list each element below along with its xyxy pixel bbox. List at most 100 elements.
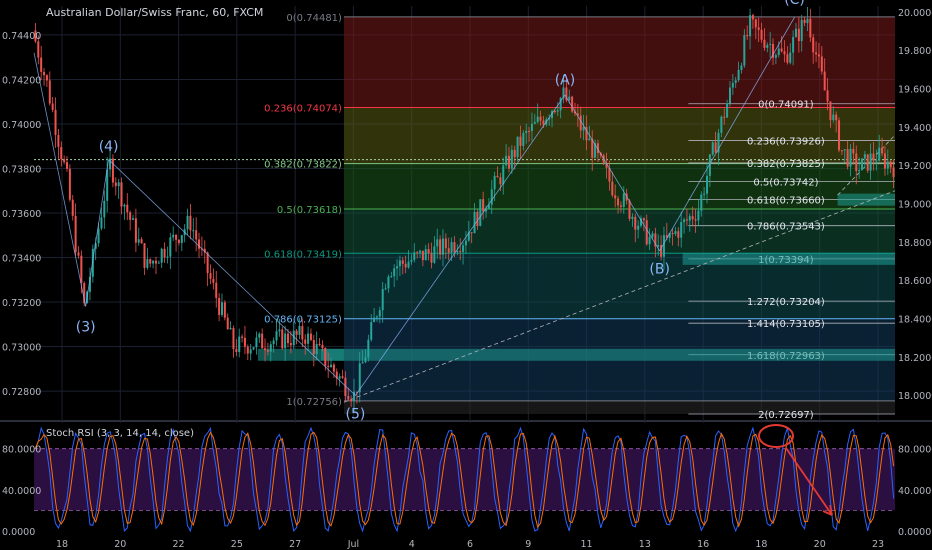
time-axis[interactable]: 18 20 22 25 27 Jul 4 6 9 11 13 16 18 20 23 [0,535,932,550]
candle-body [493,175,496,190]
price-pane[interactable]: 0(0.74481) 0.236(0.74074) 0.382(0.73822) 0.… [0,0,932,535]
candle-body [525,131,528,133]
candle-body [355,391,358,393]
candle-body [530,123,533,132]
candle-body [68,168,71,200]
candle-body [688,216,691,221]
candle-body [40,57,43,72]
candle-body [421,250,424,261]
candle-body [51,103,54,110]
candle-body [700,194,703,211]
fib-level-label: 0.236(0.74074) [264,103,342,114]
candle-body [235,349,238,353]
candle-body [634,216,637,230]
candle-body [441,238,444,255]
stoch-left-axis-label: 80.0000 [2,445,41,456]
candle-body [803,19,806,24]
candle-body [533,122,536,124]
candle-body [281,329,284,349]
candle-body [361,362,364,364]
candle-body [875,160,878,162]
time-axis-label: Jul [347,539,359,550]
candle-body [180,235,183,244]
candle-body [542,120,545,125]
candle-body [548,118,551,120]
highlight-zone [682,252,895,265]
candle-body [792,36,795,53]
candle-body [175,234,178,240]
candle-body [637,225,640,230]
candle-body [223,302,226,318]
fib-level-label: 0(0.74481) [286,13,342,24]
candle-body [872,153,875,161]
candle-body [218,297,221,315]
time-axis-label: 16 [697,539,709,550]
candle-body [846,149,849,167]
candle-body [344,377,347,397]
candle-body [66,162,69,169]
candle-body [292,330,295,346]
fib-zone [343,163,896,209]
candle-body [286,333,289,344]
candle-body [77,252,80,256]
candle-body [631,216,634,219]
candle-body [252,347,255,350]
wave-label: (C) [784,0,805,8]
fib-extension-label: 0.618(0.73660) [747,196,825,207]
time-axis-label: 11 [581,539,593,550]
candle-body [129,212,132,220]
candle-body [307,333,310,344]
candle-body [249,349,252,354]
candle-body [456,251,459,253]
candle-body [706,175,709,194]
candle-body [243,337,246,347]
candle-body [817,54,820,57]
candle-body [80,255,83,284]
candle-body [358,363,361,393]
candle-body [728,87,731,104]
candle-body [353,391,356,402]
candle-body [812,37,815,53]
candle-body [473,211,476,234]
candle-body [117,182,120,187]
candle-body [619,205,622,207]
candle-body [335,371,338,379]
candle-body [826,90,829,102]
chart-title: Australian Dollar/Swiss Franc, 60, FXCM [46,6,263,19]
candle-body [766,44,769,48]
fib-level-label: 0.786(0.73125) [264,315,342,326]
candle-body [289,343,292,346]
candle-body [459,251,462,253]
candle-body [97,228,100,244]
candle-body [840,150,843,152]
candle-body [611,181,614,196]
wave-label: (5) [346,406,366,422]
candle-body [703,193,706,195]
candle-body [215,282,218,298]
candle-body [312,340,315,355]
candle-body [832,114,835,121]
left-axis-tick-label: 0.73400 [2,254,41,265]
candle-body [640,218,643,226]
candle-body [436,239,439,247]
candle-body [806,18,809,24]
candle-body [43,71,46,76]
candle-body [467,232,470,241]
candle-body [760,29,763,40]
wave-label: (A) [555,72,576,88]
candle-body [413,252,416,260]
candle-body [855,153,858,172]
candle-body [562,87,565,98]
candle-body [384,288,387,290]
candle-body [843,149,846,151]
candle-body [677,231,680,238]
candle-body [777,48,780,55]
candle-body [166,256,169,258]
time-axis-label: 20 [814,539,826,550]
candle-body [212,278,215,283]
candle-body [462,245,465,252]
candle-body [651,233,654,237]
stoch-rsi-pane[interactable]: 80.0000 80.0000 40.0000 40.0000 0.0000 0.0000 [0,423,932,538]
candle-body [114,182,117,187]
